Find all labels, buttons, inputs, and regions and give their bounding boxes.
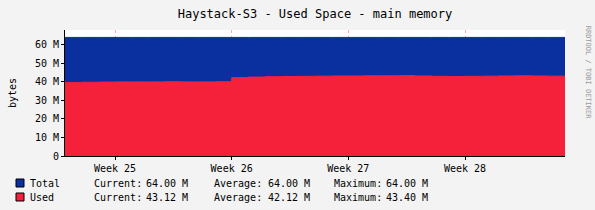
svg-text:20 M: 20 M	[35, 113, 59, 124]
svg-text:Total: Total	[30, 178, 60, 189]
svg-text:Maximum:: Maximum:	[334, 178, 382, 189]
svg-text:Current:: Current:	[94, 192, 142, 203]
svg-text:64.00 M: 64.00 M	[146, 178, 188, 189]
svg-text:30 M: 30 M	[35, 95, 59, 106]
svg-text:Week 26: Week 26	[211, 163, 253, 174]
svg-text:0: 0	[53, 151, 59, 162]
svg-text:Average:: Average:	[214, 178, 262, 189]
svg-text:64.00 M: 64.00 M	[386, 178, 428, 189]
svg-text:43.12 M: 43.12 M	[146, 192, 188, 203]
svg-text:Average:: Average:	[214, 192, 262, 203]
svg-text:Maximum:: Maximum:	[334, 192, 382, 203]
svg-text:Week 28: Week 28	[444, 163, 486, 174]
svg-text:42.12 M: 42.12 M	[268, 192, 310, 203]
svg-text:43.40 M: 43.40 M	[386, 192, 428, 203]
svg-text:Haystack-S3 - Used Space - mai: Haystack-S3 - Used Space - main memory	[178, 7, 453, 21]
svg-text:bytes: bytes	[7, 78, 18, 108]
svg-text:40 M: 40 M	[35, 76, 59, 87]
svg-text:Used: Used	[30, 192, 54, 203]
svg-text:10 M: 10 M	[35, 132, 59, 143]
svg-text:64.00 M: 64.00 M	[268, 178, 310, 189]
svg-text:Current:: Current:	[94, 178, 142, 189]
svg-text:60 M: 60 M	[35, 39, 59, 50]
svg-text:Week 25: Week 25	[94, 163, 136, 174]
svg-text:Week 27: Week 27	[327, 163, 369, 174]
svg-text:50 M: 50 M	[35, 58, 59, 69]
svg-text:RRDTOOL / TOBI OETIKER: RRDTOOL / TOBI OETIKER	[584, 26, 592, 120]
